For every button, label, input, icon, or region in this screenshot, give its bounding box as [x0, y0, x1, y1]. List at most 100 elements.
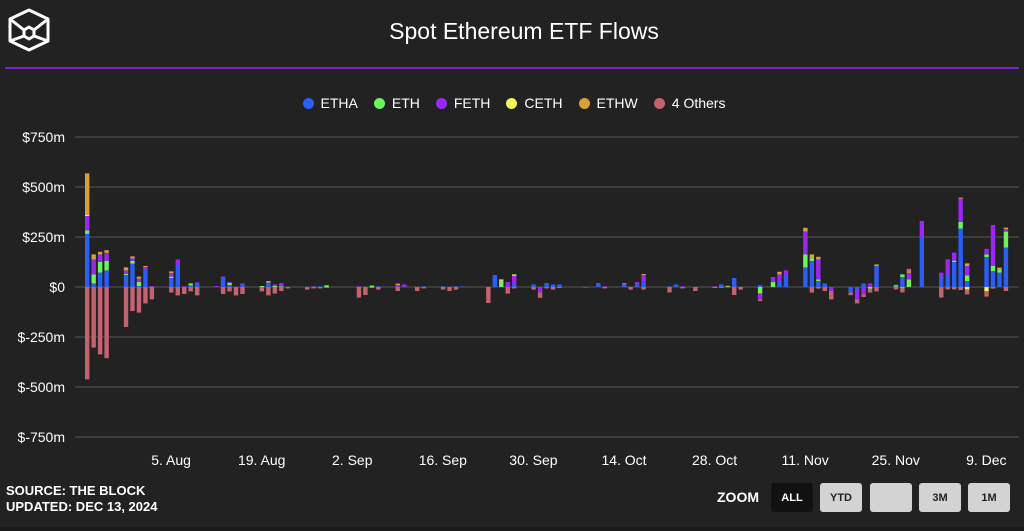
- bar-etha: [136, 286, 142, 287]
- bar-4-others: [97, 287, 103, 355]
- bar-4-others: [240, 287, 245, 294]
- bar-4-others: [874, 287, 879, 292]
- bar-ethw: [143, 266, 148, 267]
- bar-eth: [757, 287, 763, 294]
- bar-ethw: [104, 250, 109, 253]
- bar-feth: [175, 259, 180, 265]
- legend-item-feth[interactable]: FETH: [435, 95, 490, 111]
- bar-feth: [939, 272, 944, 277]
- bar-4-others: [809, 287, 815, 293]
- bar-4-others: [945, 287, 950, 290]
- bar-etha: [997, 272, 1002, 287]
- legend-item-ceth[interactable]: CETH: [506, 95, 563, 111]
- bar-ceth: [984, 287, 989, 291]
- bar-etha: [544, 283, 549, 287]
- bar-4-others: [272, 287, 278, 294]
- bar-4-others: [279, 287, 284, 291]
- bar-ceth: [512, 274, 517, 276]
- zoom-1m-button[interactable]: 1M: [968, 483, 1010, 512]
- bar-etha: [641, 282, 646, 287]
- legend-label: ETH: [391, 95, 420, 111]
- bar-feth: [123, 270, 129, 274]
- bar-etha: [673, 284, 679, 287]
- bar-4-others: [233, 287, 239, 296]
- bar-eth: [97, 262, 103, 273]
- bar-eth: [770, 282, 776, 287]
- bar-etha: [822, 283, 827, 287]
- bar-ethw: [1003, 227, 1009, 230]
- bar-ethw: [809, 254, 815, 259]
- bar-eth: [259, 286, 265, 287]
- y-tick-label: $-500m: [18, 379, 65, 395]
- y-tick-label: $500m: [22, 179, 65, 195]
- bar-ceth: [964, 287, 970, 290]
- legend-item-ethw[interactable]: ETHW: [578, 95, 638, 111]
- bar-4-others: [149, 287, 155, 300]
- bar-eth: [990, 266, 996, 271]
- bar-feth: [136, 278, 142, 282]
- bar-etha: [97, 272, 103, 287]
- bar-feth: [641, 275, 646, 283]
- bar-eth: [958, 222, 963, 229]
- bar-ethw: [91, 254, 96, 260]
- bar-feth: [104, 252, 109, 261]
- y-tick-label: $-250m: [18, 329, 65, 345]
- bar-eth: [900, 274, 905, 277]
- legend-item-etha[interactable]: ETHA: [302, 95, 358, 111]
- bar-etha: [803, 267, 808, 287]
- bar-etha: [757, 285, 763, 287]
- bar-ethw: [97, 251, 103, 255]
- bar-ceth: [85, 215, 90, 216]
- the-block-logo: [8, 8, 50, 52]
- bar-4-others: [693, 287, 698, 291]
- zoom-ytd-button[interactable]: YTD: [820, 483, 862, 512]
- bar-ethw: [324, 285, 329, 286]
- bar-ethw: [499, 279, 504, 280]
- bar-4-others: [447, 287, 452, 291]
- bar-4-others: [958, 287, 963, 290]
- bottom-strip: [0, 527, 1024, 531]
- bar-4-others: [317, 287, 323, 289]
- bar-feth: [395, 285, 400, 287]
- bar-4-others: [712, 287, 717, 288]
- bar-feth: [680, 286, 685, 288]
- zoom-all-button[interactable]: ALL: [771, 483, 813, 512]
- bar-ceth: [499, 279, 504, 281]
- zoom-label: ZOOM: [717, 489, 759, 505]
- x-tick-label: 16. Sep: [419, 452, 467, 468]
- bar-feth: [945, 259, 950, 275]
- bar-4-others: [557, 287, 562, 288]
- bar-4-others: [829, 291, 834, 300]
- bar-4-others: [512, 287, 517, 289]
- legend-item-4-others[interactable]: 4 Others: [653, 95, 725, 111]
- bar-feth: [803, 231, 808, 255]
- bar-eth: [85, 230, 90, 234]
- bar-ethw: [816, 256, 821, 260]
- bar-eth: [104, 260, 109, 271]
- bar-etha: [777, 282, 782, 287]
- bar-4-others: [867, 288, 873, 293]
- updated-text: UPDATED: DEC 13, 2024: [6, 499, 158, 514]
- bar-etha: [376, 286, 381, 288]
- footer: SOURCE: THE BLOCK UPDATED: DEC 13, 2024: [6, 483, 157, 515]
- bar-etha: [227, 285, 232, 287]
- bar-ethw: [958, 197, 963, 199]
- bar-etha: [266, 282, 271, 287]
- bar-feth: [227, 282, 232, 283]
- bar-feth: [777, 274, 782, 282]
- bar-4-others: [641, 287, 646, 290]
- bar-feth: [85, 216, 90, 231]
- bar-4-others: [628, 287, 633, 290]
- bar-4-others: [505, 287, 510, 294]
- legend-item-eth[interactable]: ETH: [373, 95, 420, 111]
- bar-etha: [667, 286, 672, 288]
- zoom-3m-button[interactable]: 3M: [919, 483, 961, 512]
- bar-etha: [453, 286, 459, 288]
- bar-feth: [149, 286, 155, 287]
- bar-4-others: [602, 287, 607, 289]
- zoom-blank-button[interactable]: [870, 483, 912, 512]
- bar-etha: [990, 271, 996, 287]
- bar-eth: [725, 286, 730, 288]
- bar-feth: [1003, 229, 1009, 232]
